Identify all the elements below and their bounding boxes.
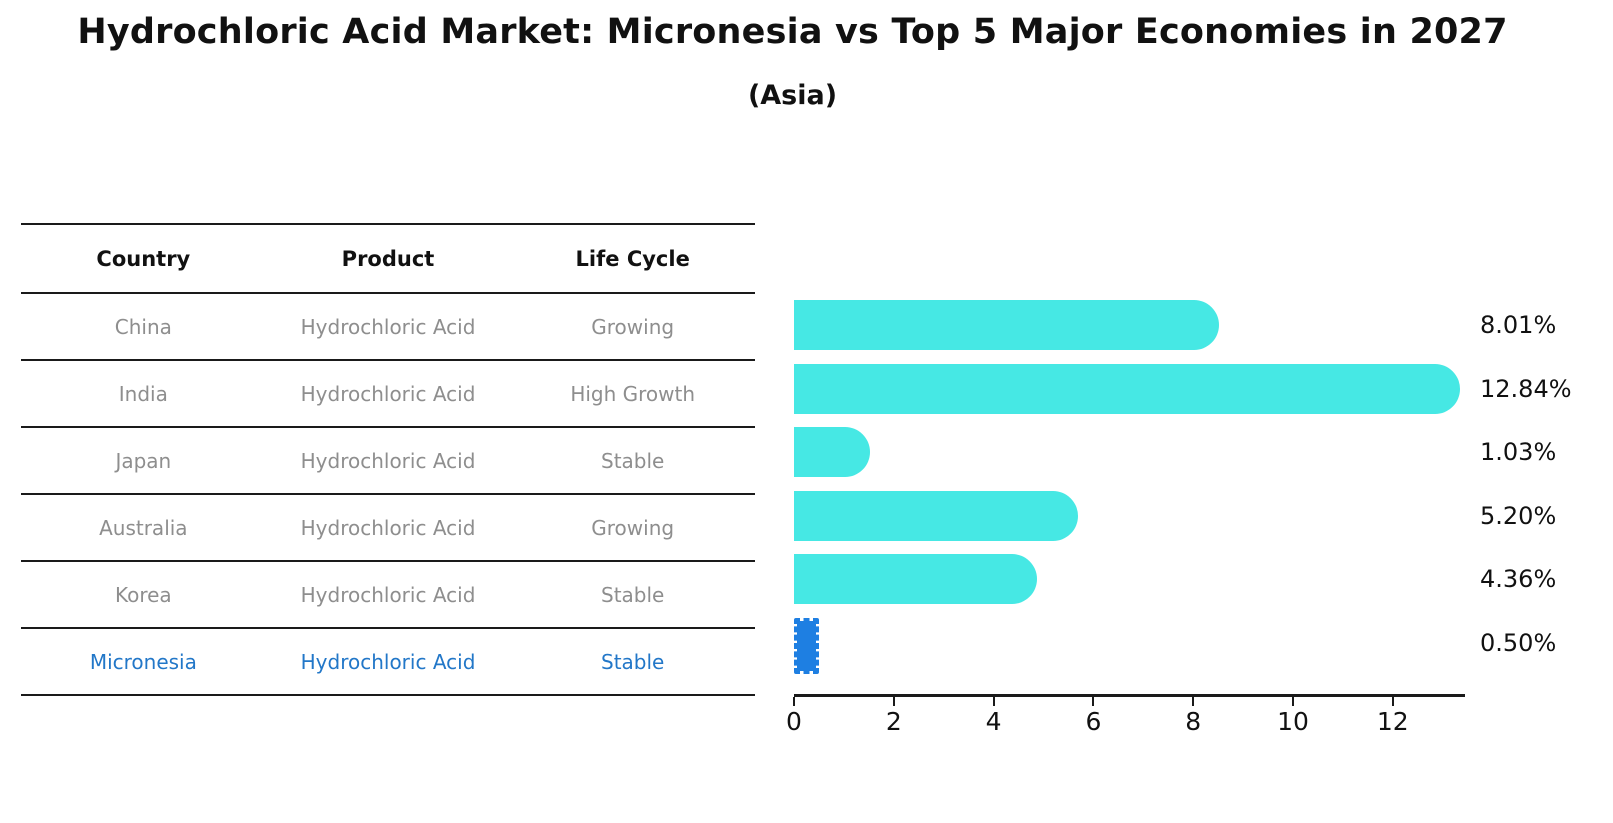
x-axis-tick	[1292, 697, 1294, 706]
bar-india	[794, 363, 1460, 414]
product-cell: Hydrochloric Acid	[300, 314, 476, 339]
table-header-row: Country Product Life Cycle	[21, 223, 755, 292]
x-axis-tick-label: 0	[786, 707, 802, 736]
bar-micronesia-highlight	[794, 617, 819, 674]
x-axis-tick-label: 4	[985, 707, 1002, 736]
x-axis-tick	[1092, 697, 1095, 706]
x-axis-tick	[992, 697, 995, 706]
column-header: Life Cycle	[575, 246, 690, 271]
country-table: Country Product Life Cycle China Hydrochlori…	[21, 223, 755, 696]
product-cell: Hydrochloric Acid	[300, 381, 476, 406]
country-cell: Korea	[114, 582, 172, 607]
product-cell: Hydrochloric Acid	[300, 582, 476, 607]
x-axis-tick	[892, 697, 895, 706]
x-axis-tick-label: 8	[1185, 707, 1202, 736]
country-cell: Micronesia	[89, 649, 197, 674]
country-cell: India	[118, 381, 168, 406]
table-row: Korea Hydrochloric Acid Stable	[21, 560, 755, 627]
life-cycle-cell: Stable	[601, 649, 665, 674]
life-cycle-cell: Stable	[601, 582, 665, 607]
chart-subtitle: (Asia)	[747, 80, 838, 111]
x-axis-tick	[793, 697, 795, 706]
bar-value-label: 1.03%	[1480, 438, 1557, 466]
country-cell: China	[114, 314, 172, 339]
chart-title: Hydrochloric Acid Market: Micronesia vs …	[77, 12, 1508, 52]
life-cycle-cell: Growing	[591, 515, 675, 540]
x-axis-tick-label: 10	[1277, 707, 1309, 736]
product-cell: Hydrochloric Acid	[300, 515, 476, 540]
bar-korea	[794, 554, 1037, 604]
bar-value-label: 8.01%	[1480, 311, 1557, 339]
life-cycle-cell: High Growth	[570, 381, 696, 406]
bar-value-label: 12.84%	[1480, 374, 1572, 403]
life-cycle-cell: Stable	[601, 448, 665, 473]
bar-value-label: 4.36%	[1480, 565, 1557, 593]
bar-australia	[794, 490, 1079, 541]
bar-value-label: 0.50%	[1480, 628, 1557, 657]
table-row: Australia Hydrochloric Acid Growing	[21, 493, 755, 560]
table-row: Micronesia Hydrochloric Acid Stable	[21, 627, 755, 694]
table-row: India Hydrochloric Acid High Growth	[21, 359, 755, 426]
x-axis-tick-label: 6	[1085, 707, 1102, 736]
product-cell: Hydrochloric Acid	[300, 448, 476, 473]
x-axis-tick-label: 12	[1376, 707, 1409, 736]
product-cell: Hydrochloric Acid	[300, 649, 476, 674]
table-bottom-rule	[21, 694, 755, 696]
bar-china	[794, 300, 1219, 350]
x-axis-tick	[1192, 697, 1195, 706]
bar-japan	[794, 427, 871, 477]
column-header: Country	[96, 246, 191, 271]
life-cycle-cell: Growing	[591, 314, 675, 339]
column-header: Product	[341, 246, 435, 271]
x-axis-tick	[1391, 697, 1394, 706]
bar-value-label: 5.20%	[1480, 501, 1557, 530]
x-axis-tick-label: 2	[885, 707, 902, 736]
table-row: China Hydrochloric Acid Growing	[21, 292, 755, 359]
country-cell: Australia	[99, 515, 188, 540]
x-axis-line	[794, 694, 1466, 697]
country-cell: Japan	[115, 448, 172, 473]
table-row: Japan Hydrochloric Acid Stable	[21, 426, 755, 493]
